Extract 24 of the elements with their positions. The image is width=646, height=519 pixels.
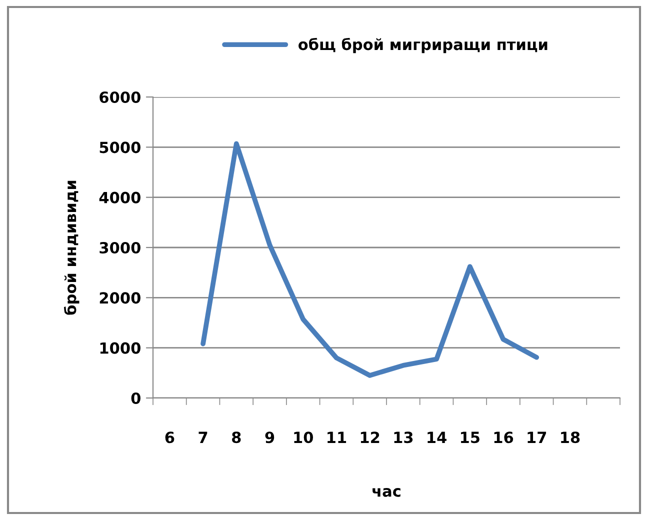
- x-tick-label: 9: [265, 432, 274, 444]
- x-tick-label: 17: [528, 432, 546, 443]
- y-tick-label: 3000: [100, 242, 140, 254]
- x-tick-label: 12: [360, 432, 380, 443]
- x-tick-label: 11: [328, 432, 346, 443]
- x-axis-title: час: [372, 488, 400, 497]
- y-tick-label: 2000: [100, 292, 140, 304]
- x-tick-label: 6: [165, 432, 174, 444]
- x-tick-label: 13: [394, 432, 413, 444]
- line-series: [200, 141, 540, 378]
- y-tick-label: 4000: [99, 192, 140, 204]
- y-tick-label: 5000: [100, 142, 140, 154]
- x-tick-label: 7: [198, 432, 208, 443]
- legend-label: общ брой мигриращи птици: [298, 38, 548, 54]
- y-axis-title: брой индивиди: [64, 180, 80, 315]
- x-tick-label: 16: [494, 432, 514, 444]
- x-tick-label: 8: [232, 432, 241, 444]
- y-tick-label: 1000: [100, 342, 140, 354]
- y-tick-label: 0: [131, 392, 140, 404]
- x-tick-label: 18: [561, 432, 580, 444]
- x-tick-label: 14: [428, 432, 446, 443]
- x-tick-label: 10: [294, 432, 314, 444]
- x-tick-label: 15: [460, 432, 480, 444]
- y-tick-label: 6000: [100, 91, 140, 104]
